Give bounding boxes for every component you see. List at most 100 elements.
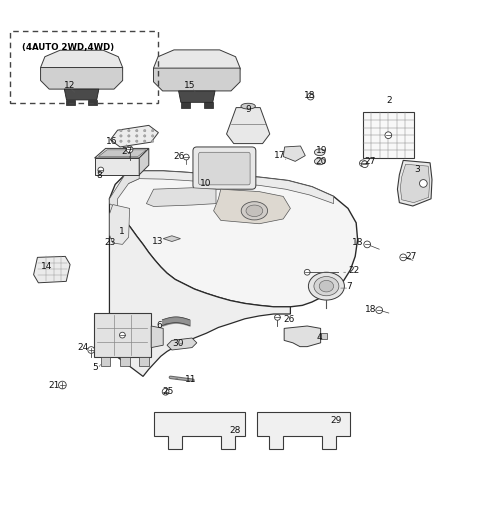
Text: 8: 8 — [96, 171, 102, 180]
Text: 15: 15 — [184, 81, 195, 90]
Polygon shape — [64, 89, 99, 100]
Text: 6: 6 — [156, 321, 162, 330]
Polygon shape — [109, 205, 130, 244]
Bar — [120, 357, 130, 366]
Text: 26: 26 — [173, 152, 185, 161]
Polygon shape — [257, 412, 350, 450]
Circle shape — [136, 129, 138, 132]
Text: 22: 22 — [348, 267, 360, 275]
Text: 24: 24 — [78, 343, 89, 352]
Circle shape — [120, 129, 122, 132]
Ellipse shape — [241, 202, 268, 220]
Text: 23: 23 — [105, 238, 116, 247]
Text: 25: 25 — [162, 387, 174, 396]
Polygon shape — [283, 146, 305, 161]
Circle shape — [88, 347, 95, 353]
Text: 27: 27 — [121, 147, 133, 156]
Text: 27: 27 — [406, 252, 417, 261]
Polygon shape — [204, 102, 213, 108]
Circle shape — [152, 129, 154, 132]
Polygon shape — [95, 158, 139, 175]
Text: (4AUTO 2WD,4WD): (4AUTO 2WD,4WD) — [22, 43, 114, 52]
Ellipse shape — [246, 205, 263, 217]
Circle shape — [136, 140, 138, 143]
FancyBboxPatch shape — [199, 152, 250, 185]
Circle shape — [136, 135, 138, 137]
Text: 7: 7 — [347, 281, 352, 290]
Polygon shape — [34, 256, 70, 283]
Text: 30: 30 — [172, 339, 183, 348]
Circle shape — [120, 332, 125, 338]
Circle shape — [361, 161, 368, 168]
Polygon shape — [154, 412, 245, 450]
Text: 3: 3 — [415, 165, 420, 174]
Ellipse shape — [309, 272, 345, 300]
Text: 26: 26 — [283, 315, 295, 325]
Circle shape — [400, 254, 407, 261]
Bar — [101, 357, 110, 366]
Text: 18: 18 — [365, 305, 377, 314]
Text: 20: 20 — [316, 157, 327, 166]
Circle shape — [385, 132, 392, 138]
Polygon shape — [40, 50, 123, 82]
Text: 17: 17 — [274, 151, 285, 160]
Circle shape — [144, 135, 146, 137]
Polygon shape — [109, 171, 358, 307]
Text: 16: 16 — [106, 137, 118, 146]
Polygon shape — [98, 150, 146, 156]
Circle shape — [162, 388, 169, 395]
Bar — [139, 357, 149, 366]
Circle shape — [152, 140, 154, 143]
Polygon shape — [88, 100, 96, 105]
Polygon shape — [227, 107, 270, 144]
Polygon shape — [179, 91, 215, 102]
Polygon shape — [151, 326, 163, 347]
Circle shape — [307, 93, 314, 100]
Text: 11: 11 — [185, 375, 196, 384]
FancyBboxPatch shape — [193, 147, 256, 189]
Circle shape — [98, 167, 104, 173]
Circle shape — [128, 129, 130, 132]
Ellipse shape — [241, 103, 255, 109]
Text: 1: 1 — [119, 227, 125, 236]
Polygon shape — [40, 68, 123, 89]
Polygon shape — [109, 199, 290, 377]
Circle shape — [144, 140, 146, 143]
Circle shape — [183, 154, 189, 160]
Text: 21: 21 — [48, 381, 60, 390]
Circle shape — [120, 135, 122, 137]
Circle shape — [144, 129, 146, 132]
Circle shape — [304, 269, 310, 275]
Circle shape — [120, 140, 122, 143]
Polygon shape — [125, 171, 334, 204]
Polygon shape — [181, 102, 190, 108]
Polygon shape — [146, 188, 216, 206]
Text: 18: 18 — [352, 238, 364, 247]
Polygon shape — [139, 148, 149, 175]
Circle shape — [364, 241, 371, 248]
Circle shape — [360, 160, 366, 167]
Text: 5: 5 — [93, 363, 98, 372]
Text: 2: 2 — [386, 96, 392, 105]
Text: 27: 27 — [365, 157, 376, 166]
Circle shape — [59, 381, 66, 389]
Bar — [94, 313, 151, 357]
Polygon shape — [321, 333, 327, 339]
Text: 19: 19 — [316, 146, 327, 155]
Text: 28: 28 — [229, 426, 241, 435]
Polygon shape — [163, 236, 180, 242]
Polygon shape — [154, 50, 240, 84]
Circle shape — [275, 314, 280, 320]
Text: 10: 10 — [200, 179, 211, 188]
Ellipse shape — [314, 158, 325, 165]
Circle shape — [420, 180, 427, 187]
Polygon shape — [397, 161, 432, 206]
Text: 13: 13 — [152, 237, 163, 246]
Polygon shape — [284, 326, 321, 347]
Circle shape — [376, 307, 383, 313]
Polygon shape — [109, 171, 139, 209]
Circle shape — [128, 140, 130, 143]
Ellipse shape — [314, 277, 339, 296]
Polygon shape — [400, 164, 430, 203]
Circle shape — [152, 135, 154, 137]
